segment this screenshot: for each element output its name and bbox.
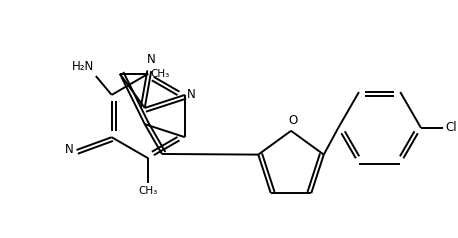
- Text: N: N: [187, 88, 196, 101]
- Text: Cl: Cl: [446, 121, 457, 134]
- Text: O: O: [289, 114, 298, 127]
- Text: N: N: [147, 53, 156, 66]
- Text: H₂N: H₂N: [71, 60, 94, 73]
- Text: CH₃: CH₃: [139, 186, 158, 196]
- Text: CH₃: CH₃: [150, 69, 169, 79]
- Text: N: N: [65, 144, 74, 157]
